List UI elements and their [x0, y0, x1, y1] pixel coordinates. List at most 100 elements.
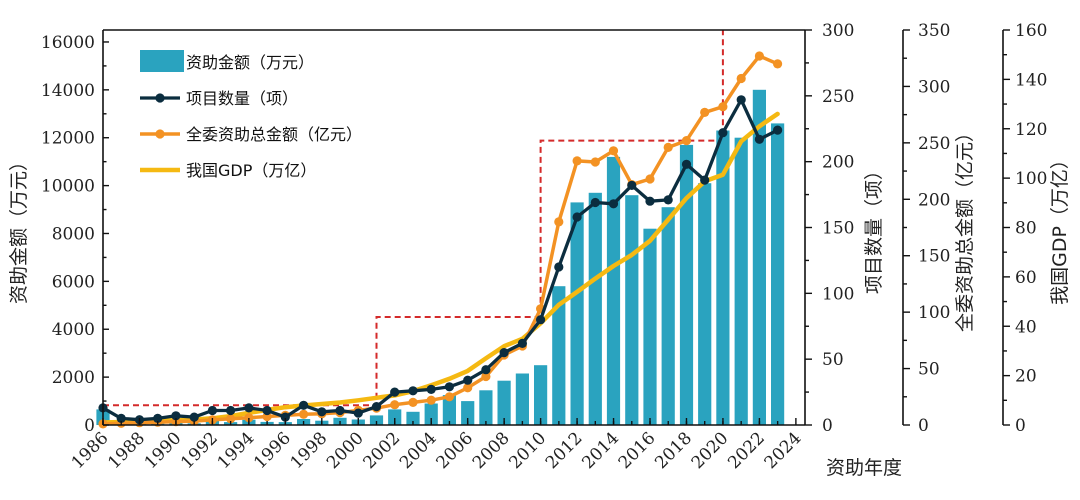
x-tick-label-2006: 2006	[432, 428, 477, 473]
total-funding-point-2005	[444, 392, 454, 402]
total-tick-label-200: 200	[918, 190, 950, 210]
total-funding-point-1993	[226, 414, 236, 424]
total-tick-label-250: 250	[918, 134, 950, 154]
gdp-tick-label-0: 0	[1015, 416, 1026, 436]
total-funding-point-1997	[299, 409, 309, 419]
funding-tick-label-12000: 12000	[41, 129, 95, 149]
funding-tick-label-14000: 14000	[41, 81, 95, 101]
total-funding-point-2022	[754, 51, 765, 61]
x-tick-label-2020: 2020	[688, 428, 733, 473]
projects-point-1998	[317, 407, 327, 417]
gdp-tick-label-100: 100	[1015, 169, 1047, 189]
line-layer	[98, 51, 783, 429]
bar-2017	[661, 207, 675, 425]
legend-swatch-funding	[140, 50, 184, 72]
legend-label-total: 全委资助总金额（亿元）	[186, 125, 362, 144]
projects-tick-label-0: 0	[822, 416, 833, 436]
projects-point-1996	[280, 412, 290, 422]
funding-tick-label-0: 0	[84, 416, 95, 436]
gdp-axis-title: 我国GDP（万亿）	[1049, 150, 1071, 305]
legend-label-funding: 资助金额（万元）	[186, 53, 314, 72]
gdp-tick-label-20: 20	[1015, 367, 1037, 387]
gdp-tick-label-40: 40	[1015, 317, 1037, 337]
gdp-tick-label-140: 140	[1015, 70, 1047, 90]
bar-2005	[442, 395, 456, 425]
total-funding-point-2014	[608, 146, 619, 156]
projects-point-2014	[608, 199, 619, 209]
projects-point-1995	[262, 405, 272, 416]
legend-label-gdp: 我国GDP（万亿）	[186, 161, 316, 180]
projects-point-2009	[517, 338, 528, 348]
total-axis-title: 全委资助总金额（亿元）	[954, 123, 976, 332]
projects-point-1994	[244, 403, 254, 413]
projects-point-2015	[627, 180, 637, 190]
gdp-tick-label-60: 60	[1015, 268, 1037, 288]
projects-point-2007	[481, 365, 491, 375]
bar-2007	[479, 390, 493, 425]
projects-point-1989	[153, 413, 163, 423]
x-axis-title: 资助年度	[826, 457, 902, 479]
projects-point-1993	[226, 405, 236, 416]
projects-point-2003	[408, 386, 418, 396]
total-funding-point-2004	[426, 395, 436, 405]
projects-point-2008	[499, 348, 509, 358]
projects-point-2016	[645, 196, 655, 206]
total-tick-label-100: 100	[918, 303, 950, 323]
x-tick-label-1998: 1998	[287, 428, 332, 473]
bar-2018	[679, 144, 694, 425]
projects-point-2000	[353, 408, 363, 418]
total-funding-point-2002	[390, 400, 400, 410]
bar-2001	[369, 415, 384, 425]
projects-point-1991	[189, 412, 199, 422]
legend: 资助金额（万元） 项目数量（项） 全委资助总金额（亿元） 我国GDP（万亿）	[140, 50, 362, 180]
x-tick-label-2002: 2002	[360, 428, 405, 473]
bar-2013	[588, 192, 602, 425]
x-tick-label-1996: 1996	[250, 428, 295, 473]
projects-point-2005	[444, 382, 454, 392]
gdp-tick-label-80: 80	[1015, 219, 1037, 239]
legend-swatch-projects-marker	[155, 93, 165, 103]
bar-2014	[606, 156, 621, 425]
projects-point-2012	[572, 212, 582, 222]
total-funding-point-2013	[590, 157, 600, 167]
legend-swatch-total-marker	[155, 129, 165, 139]
bar-2023	[771, 123, 785, 426]
projects-tick-label-250: 250	[822, 87, 854, 107]
projects-point-2006	[463, 375, 473, 385]
total-funding-point-2019	[700, 107, 710, 117]
total-tick-label-300: 300	[918, 77, 950, 97]
total-funding-point-2016	[645, 174, 655, 184]
gdp-tick-label-120: 120	[1015, 120, 1047, 140]
total-funding-point-2003	[408, 397, 418, 407]
x-tick-label-2014: 2014	[578, 428, 623, 473]
bar-2022	[752, 89, 766, 426]
x-tick-label-2008: 2008	[469, 428, 514, 473]
total-funding-point-2017	[663, 142, 673, 152]
funding-tick-label-10000: 10000	[41, 177, 95, 197]
funding-tick-label-4000: 4000	[52, 320, 95, 340]
x-tick-label-2022: 2022	[724, 428, 769, 473]
projects-point-1997	[299, 400, 309, 410]
bar-2021	[734, 137, 748, 425]
projects-point-2004	[426, 384, 436, 394]
x-tick-label-2000: 2000	[323, 428, 368, 473]
x-tick-label-2010: 2010	[505, 428, 550, 473]
projects-point-1999	[335, 405, 345, 416]
bar-2002	[388, 409, 402, 425]
x-tick-label-1990: 1990	[141, 428, 186, 473]
projects-tick-label-100: 100	[822, 284, 854, 304]
total-funding-point-2006	[463, 383, 473, 393]
total-funding-point-2011	[554, 217, 564, 227]
x-tick-label-1994: 1994	[214, 428, 259, 473]
x-tick-label-2004: 2004	[396, 428, 441, 473]
x-tick-label-1988: 1988	[104, 428, 149, 473]
projects-axis-title: 项目数量（项）	[863, 161, 885, 294]
x-tick-label-1992: 1992	[177, 428, 222, 473]
funding-tick-label-16000: 16000	[41, 33, 95, 53]
funding-axis-title: 资助金额（万元）	[8, 152, 30, 304]
projects-point-2013	[590, 197, 600, 208]
bar-2011	[552, 286, 566, 425]
total-tick-label-350: 350	[918, 21, 950, 41]
legend-label-projects: 项目数量（项）	[186, 89, 298, 108]
